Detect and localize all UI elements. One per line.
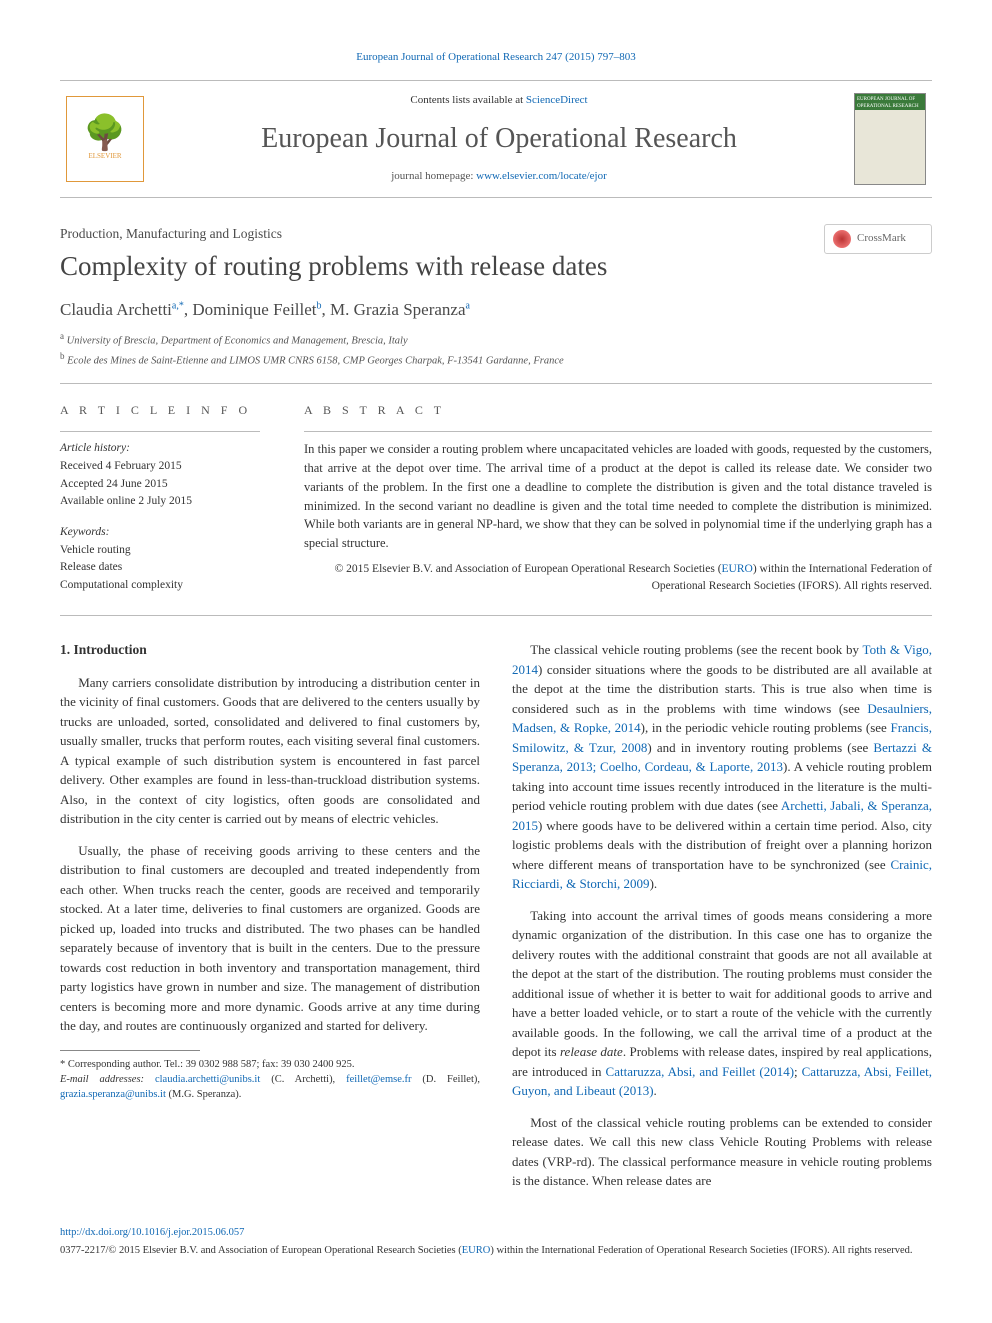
p4-c: ; [794, 1064, 802, 1079]
email-1-person: (C. Archetti), [260, 1074, 346, 1085]
received: Received 4 February 2015 [60, 458, 260, 475]
affiliations: a University of Brescia, Department of E… [60, 330, 932, 369]
p3-c: ), in the periodic vehicle routing probl… [641, 720, 891, 735]
contents-prefix: Contents lists available at [410, 94, 525, 106]
abstract-heading: A B S T R A C T [304, 402, 932, 419]
email-3[interactable]: grazia.speranza@unibs.it [60, 1089, 166, 1100]
body-columns: 1. Introduction Many carriers consolidat… [60, 640, 932, 1203]
affiliation-a-text: University of Brescia, Department of Eco… [67, 336, 408, 347]
sciencedirect-link[interactable]: ScienceDirect [526, 94, 588, 106]
top-citation: European Journal of Operational Research… [60, 50, 932, 66]
email-2-person: (D. Feillet), [411, 1074, 480, 1085]
corresponding-author: * Corresponding author. Tel.: 39 0302 98… [60, 1057, 480, 1072]
rule-top [60, 383, 932, 384]
p3-d: ) and in inventory routing problems (see [647, 740, 873, 755]
cover-text: EUROPEAN JOURNAL OF OPERATIONAL RESEARCH [857, 97, 919, 109]
article-info: A R T I C L E I N F O Article history: R… [60, 402, 260, 595]
abstract-rule [304, 431, 932, 432]
euro-link[interactable]: EURO [722, 563, 753, 575]
homepage-prefix: journal homepage: [391, 170, 476, 182]
issn-prefix: 0377-2217/© 2015 Elsevier B.V. and Assoc… [60, 1245, 462, 1256]
issn-suffix: ) within the International Federation of… [490, 1245, 912, 1256]
para-3: The classical vehicle routing problems (… [512, 640, 932, 894]
crossmark-badge[interactable]: CrossMark [824, 224, 932, 254]
keyword-1: Vehicle routing [60, 542, 260, 559]
history-label: Article history: [60, 440, 260, 457]
abstract-text: In this paper we consider a routing prob… [304, 440, 932, 553]
publisher-name: ELSEVIER [88, 151, 121, 161]
homepage-link[interactable]: www.elsevier.com/locate/ejor [476, 170, 607, 182]
emails-label: E-mail addresses: [60, 1074, 155, 1085]
journal-cover: EUROPEAN JOURNAL OF OPERATIONAL RESEARCH [854, 93, 926, 185]
keyword-2: Release dates [60, 559, 260, 576]
affiliation-b: b Ecole des Mines de Saint-Etienne and L… [60, 350, 932, 369]
section-label: Production, Manufacturing and Logistics [60, 224, 932, 244]
section-1-heading: 1. Introduction [60, 640, 480, 660]
p4-italic: release date [560, 1044, 623, 1059]
elsevier-logo: 🌳 ELSEVIER [66, 96, 144, 182]
meta-row: A R T I C L E I N F O Article history: R… [60, 402, 932, 595]
email-3-person: (M.G. Speranza). [166, 1089, 242, 1100]
p3-g: ). [650, 876, 658, 891]
crossmark-label: CrossMark [857, 231, 906, 247]
keyword-3: Computational complexity [60, 577, 260, 594]
doi-link[interactable]: http://dx.doi.org/10.1016/j.ejor.2015.06… [60, 1227, 244, 1238]
abstract-block: A B S T R A C T In this paper we conside… [304, 402, 932, 595]
para-1: Many carriers consolidate distribution b… [60, 673, 480, 829]
masthead: 🌳 ELSEVIER Contents lists available at S… [60, 80, 932, 198]
authors: Claudia Archettia,*, Dominique Feilletb,… [60, 298, 932, 323]
top-citation-link[interactable]: European Journal of Operational Research… [356, 51, 636, 63]
abstract-copyright: © 2015 Elsevier B.V. and Association of … [304, 561, 932, 596]
info-heading: A R T I C L E I N F O [60, 402, 260, 419]
affiliation-a: a University of Brescia, Department of E… [60, 330, 932, 349]
journal-title: European Journal of Operational Research [162, 119, 836, 160]
footer: http://dx.doi.org/10.1016/j.ejor.2015.06… [60, 1225, 932, 1259]
p3-a: The classical vehicle routing problems (… [530, 642, 862, 657]
p4-d: . [654, 1083, 657, 1098]
masthead-center: Contents lists available at ScienceDirec… [162, 93, 836, 185]
info-rule [60, 431, 260, 432]
footer-euro-link[interactable]: EURO [462, 1245, 491, 1256]
para-5: Most of the classical vehicle routing pr… [512, 1113, 932, 1191]
affiliation-b-text: Ecole des Mines de Saint-Etienne and LIM… [67, 355, 564, 366]
email-addresses: E-mail addresses: claudia.archetti@unibs… [60, 1072, 480, 1102]
footnote-rule [60, 1050, 200, 1051]
homepage-line: journal homepage: www.elsevier.com/locat… [162, 169, 836, 185]
footer-copyright: 0377-2217/© 2015 Elsevier B.V. and Assoc… [60, 1244, 932, 1259]
email-2[interactable]: feillet@emse.fr [346, 1074, 411, 1085]
footnotes: * Corresponding author. Tel.: 39 0302 98… [60, 1057, 480, 1103]
para-4: Taking into account the arrival times of… [512, 906, 932, 1101]
keywords-label: Keywords: [60, 524, 260, 541]
tree-icon: 🌳 [84, 117, 126, 151]
email-1[interactable]: claudia.archetti@unibs.it [155, 1074, 260, 1085]
contents-line: Contents lists available at ScienceDirec… [162, 93, 836, 109]
ref-cattaruzza-2014[interactable]: Cattaruzza, Absi, and Feillet (2014) [606, 1064, 795, 1079]
p3-f: ) where goods have to be delivered withi… [512, 818, 932, 872]
article-title: Complexity of routing problems with rele… [60, 250, 932, 284]
accepted: Accepted 24 June 2015 [60, 476, 260, 493]
p4-a: Taking into account the arrival times of… [512, 908, 932, 1060]
para-2: Usually, the phase of receiving goods ar… [60, 841, 480, 1036]
online: Available online 2 July 2015 [60, 493, 260, 510]
rule-bottom [60, 615, 932, 616]
crossmark-icon [833, 230, 851, 248]
copyright-prefix: © 2015 Elsevier B.V. and Association of … [335, 563, 722, 575]
